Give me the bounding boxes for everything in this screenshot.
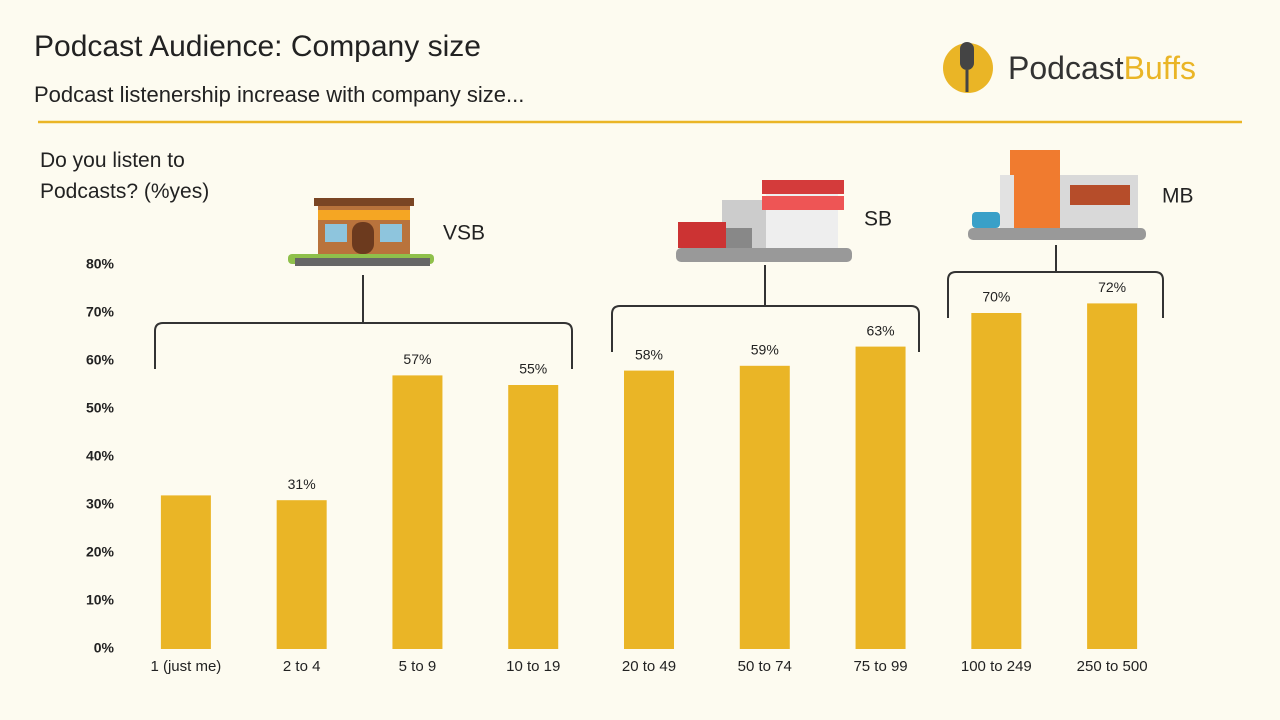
x-tick-label: 20 to 49 bbox=[622, 658, 676, 675]
bar bbox=[276, 500, 327, 649]
brand-part: Podcast bbox=[1008, 50, 1124, 86]
bar bbox=[392, 375, 443, 649]
value-label: 55% bbox=[519, 361, 547, 377]
y-tick-label: 70% bbox=[86, 304, 115, 320]
chart-title: Podcast Audience: Company size bbox=[34, 30, 481, 63]
brand-part: Buffs bbox=[1123, 50, 1196, 86]
bar bbox=[624, 370, 674, 649]
bar bbox=[1087, 303, 1138, 649]
bar bbox=[971, 313, 1022, 649]
y-tick-label: 50% bbox=[86, 400, 115, 416]
value-label: 58% bbox=[635, 346, 663, 362]
group-bracket bbox=[154, 322, 573, 369]
bar bbox=[855, 346, 906, 649]
value-label: 72% bbox=[1098, 279, 1126, 295]
group-label: SB bbox=[864, 208, 892, 231]
y-tick-label: 30% bbox=[86, 496, 115, 512]
x-tick-label: 75 to 99 bbox=[853, 658, 907, 675]
bar bbox=[508, 385, 559, 649]
y-tick-label: 60% bbox=[86, 352, 115, 368]
value-label: 70% bbox=[982, 289, 1010, 305]
icon-sb bbox=[676, 180, 852, 262]
y-axis-label: Do you listen to Podcasts? (%yes) bbox=[40, 149, 210, 203]
x-tick-label: 50 to 74 bbox=[738, 658, 792, 675]
logo bbox=[943, 42, 993, 93]
x-tick-label: 2 to 4 bbox=[283, 658, 321, 675]
icon-mb bbox=[968, 150, 1146, 240]
value-label: 57% bbox=[403, 351, 431, 367]
icon-vsb bbox=[288, 198, 434, 266]
group-label: VSB bbox=[443, 222, 485, 245]
brand: PodcastBuffs bbox=[1008, 50, 1196, 87]
chart-subtitle: Podcast listenership increase with compa… bbox=[34, 82, 525, 107]
y-tick-label: 10% bbox=[86, 592, 115, 608]
value-label: 59% bbox=[751, 342, 779, 358]
value-label: 31% bbox=[288, 476, 316, 492]
y-tick-label: 80% bbox=[86, 256, 115, 272]
y-tick-label: 20% bbox=[86, 544, 115, 560]
x-tick-label: 100 to 249 bbox=[961, 658, 1032, 675]
y-tick-label: 0% bbox=[94, 640, 115, 656]
bar bbox=[160, 495, 211, 649]
x-tick-label: 10 to 19 bbox=[506, 658, 560, 675]
x-tick-label: 250 to 500 bbox=[1077, 658, 1148, 675]
x-tick-label: 1 (just me) bbox=[150, 658, 221, 675]
value-label: 63% bbox=[867, 322, 895, 338]
x-tick-label: 5 to 9 bbox=[399, 658, 437, 675]
group-label: MB bbox=[1162, 185, 1194, 208]
bar bbox=[739, 365, 790, 649]
y-tick-label: 40% bbox=[86, 448, 115, 464]
